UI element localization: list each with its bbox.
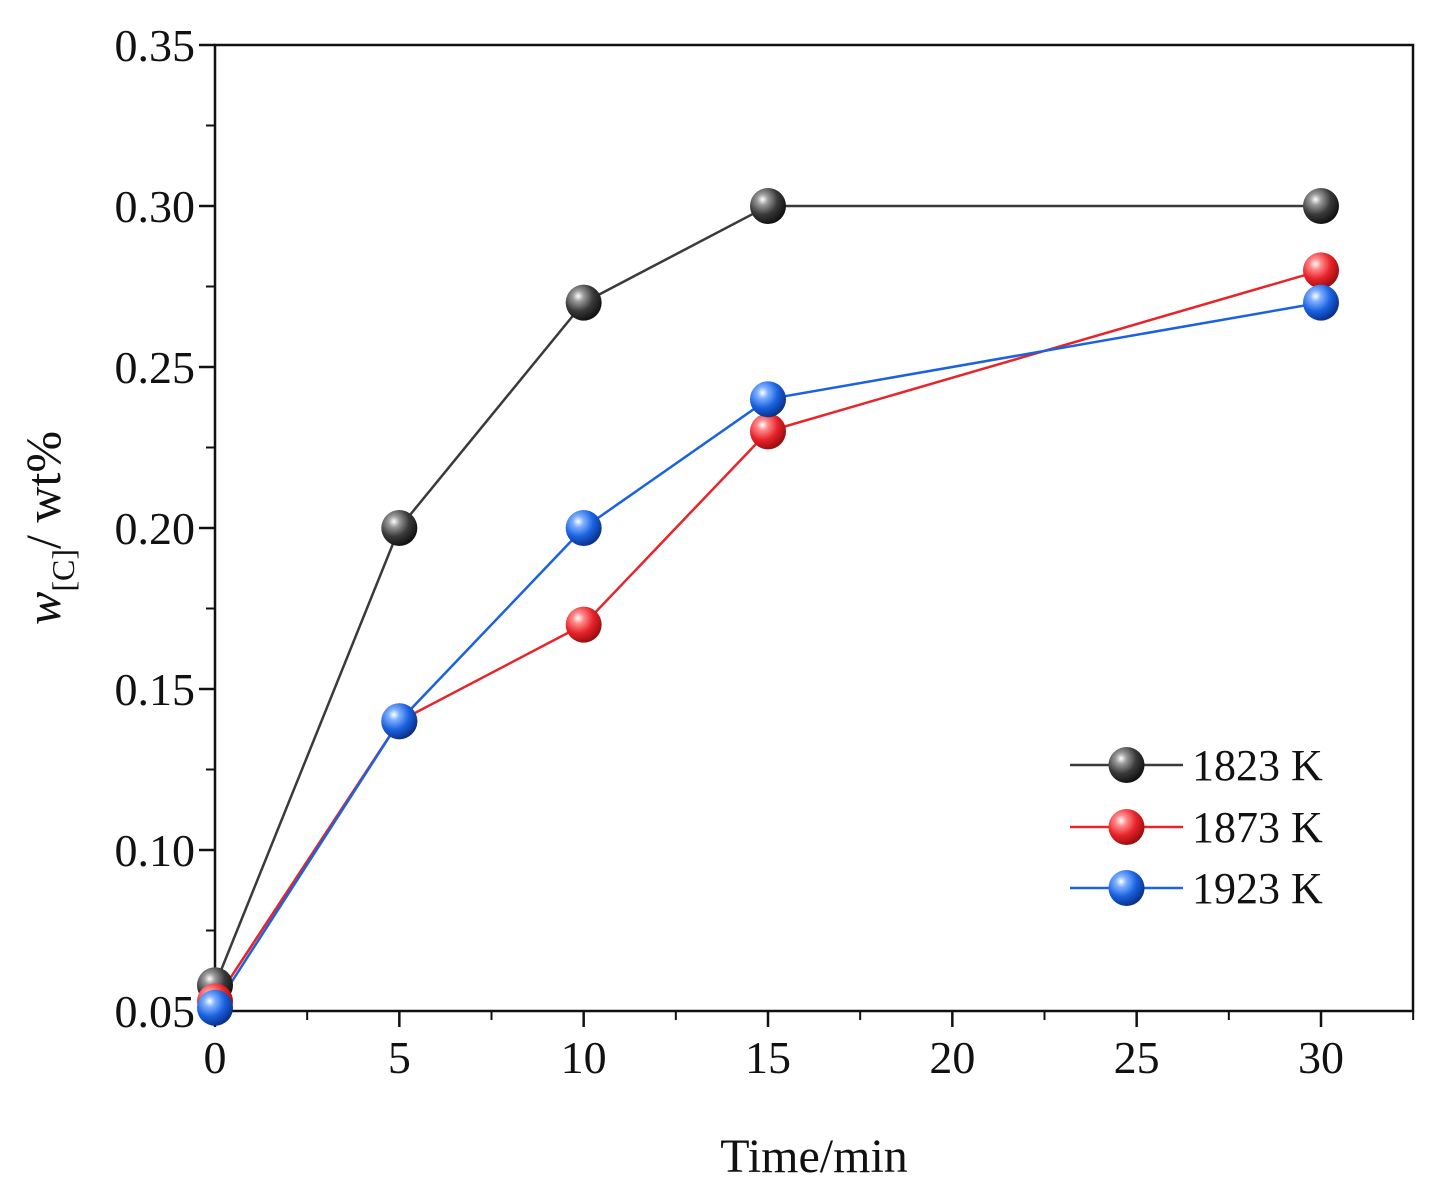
y-tick-label: 0.20 (115, 503, 196, 554)
y-axis-title: w[C]/ wt% (15, 431, 81, 625)
y-axis-ticks: 0.05 0.10 0.15 0.20 0.25 0.30 0.35 (115, 20, 215, 1037)
y-axis-title-sub: [C] (45, 549, 81, 592)
legend-marker (1108, 747, 1145, 783)
data-point-1823-k (750, 188, 786, 224)
svg-text:w[C]/ wt%: w[C]/ wt% (15, 431, 81, 625)
legend-label: 1823 K (1192, 741, 1323, 790)
y-tick-label: 0.35 (115, 20, 196, 71)
legend-marker (1108, 870, 1145, 906)
data-point-1923-k (1303, 284, 1339, 321)
data-point-1923-k (197, 989, 233, 1026)
data-point-1823-k (381, 510, 418, 546)
y-tick-label: 0.25 (115, 342, 196, 393)
data-point-1873-k (750, 413, 786, 450)
y-tick-label: 0.30 (115, 181, 196, 232)
x-tick-label: 20 (929, 1032, 975, 1083)
y-tick-label: 0.10 (115, 825, 196, 876)
series-markers (197, 188, 1339, 1026)
x-axis-title: Time/min (720, 1130, 908, 1183)
data-point-1823-k (1303, 188, 1339, 224)
x-tick-label: 25 (1114, 1032, 1160, 1083)
y-tick-label: 0.05 (115, 986, 196, 1037)
legend: 1823 K 1873 K 1923 K (1070, 741, 1323, 913)
x-axis-ticks: 0 5 10 15 20 25 30 (204, 1011, 1415, 1083)
data-point-1873-k (1303, 252, 1339, 289)
x-tick-label: 5 (388, 1032, 411, 1083)
series-line-1873-k (213, 269, 1322, 1003)
x-tick-label: 15 (745, 1032, 791, 1083)
series-line-1823-k (213, 204, 1321, 986)
data-point-1823-k (565, 284, 602, 321)
y-axis-title-suffix: / wt% (15, 431, 71, 549)
legend-label: 1923 K (1192, 864, 1323, 913)
legend-label: 1873 K (1192, 803, 1323, 852)
data-point-1873-k (565, 606, 602, 643)
legend-marker (1108, 809, 1145, 845)
y-axis-title-main: w (15, 592, 71, 625)
x-tick-label: 30 (1298, 1032, 1344, 1083)
x-tick-label: 10 (561, 1032, 607, 1083)
data-point-1923-k (750, 381, 786, 418)
x-tick-label: 0 (204, 1032, 227, 1083)
data-point-1923-k (381, 703, 418, 740)
y-tick-label: 0.15 (115, 664, 196, 715)
data-point-1923-k (565, 510, 602, 546)
